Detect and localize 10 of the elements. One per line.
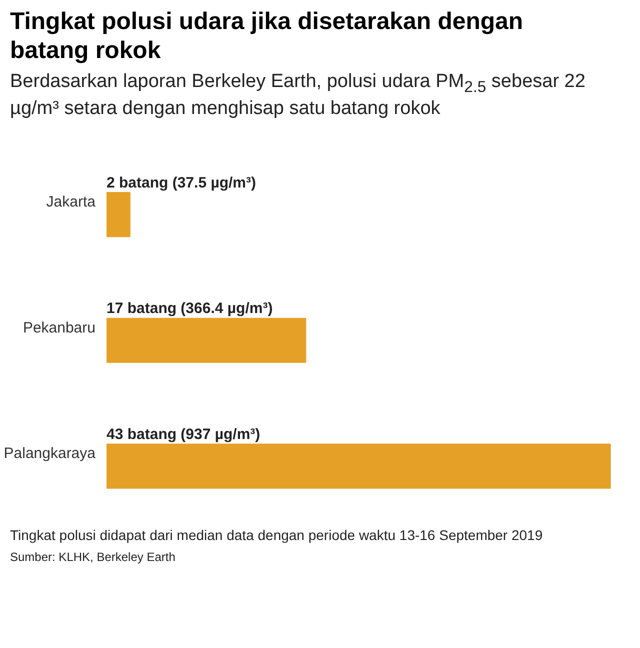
data-label: 17 batang (366.4 µg/m³) [106,300,273,318]
data-label: 43 batang (937 µg/m³) [106,426,260,443]
y-tick-label: Pekanbaru [22,319,96,336]
chart-title: Tingkat polusi udara jika disetarakan dengan batang rokok [10,8,524,66]
text: Sumber: KLHK, Berkeley Earth [10,549,176,566]
text: Tingkat polusi didapat dari median data dengan periode waktu 13-16 September 2019 [10,526,543,545]
y-tick-label: Palangkaraya [4,445,96,462]
y-tick-label: Jakarta [46,193,96,210]
data-label: 2 batang (37.5 µg/m³) [106,174,256,192]
text: Berdasarkan laporan Berkeley Earth, polusi udara PM$_{2.5}$ sebesar 22 µg/m³ setara dengan menghisap satu batang rokok [10,70,586,120]
